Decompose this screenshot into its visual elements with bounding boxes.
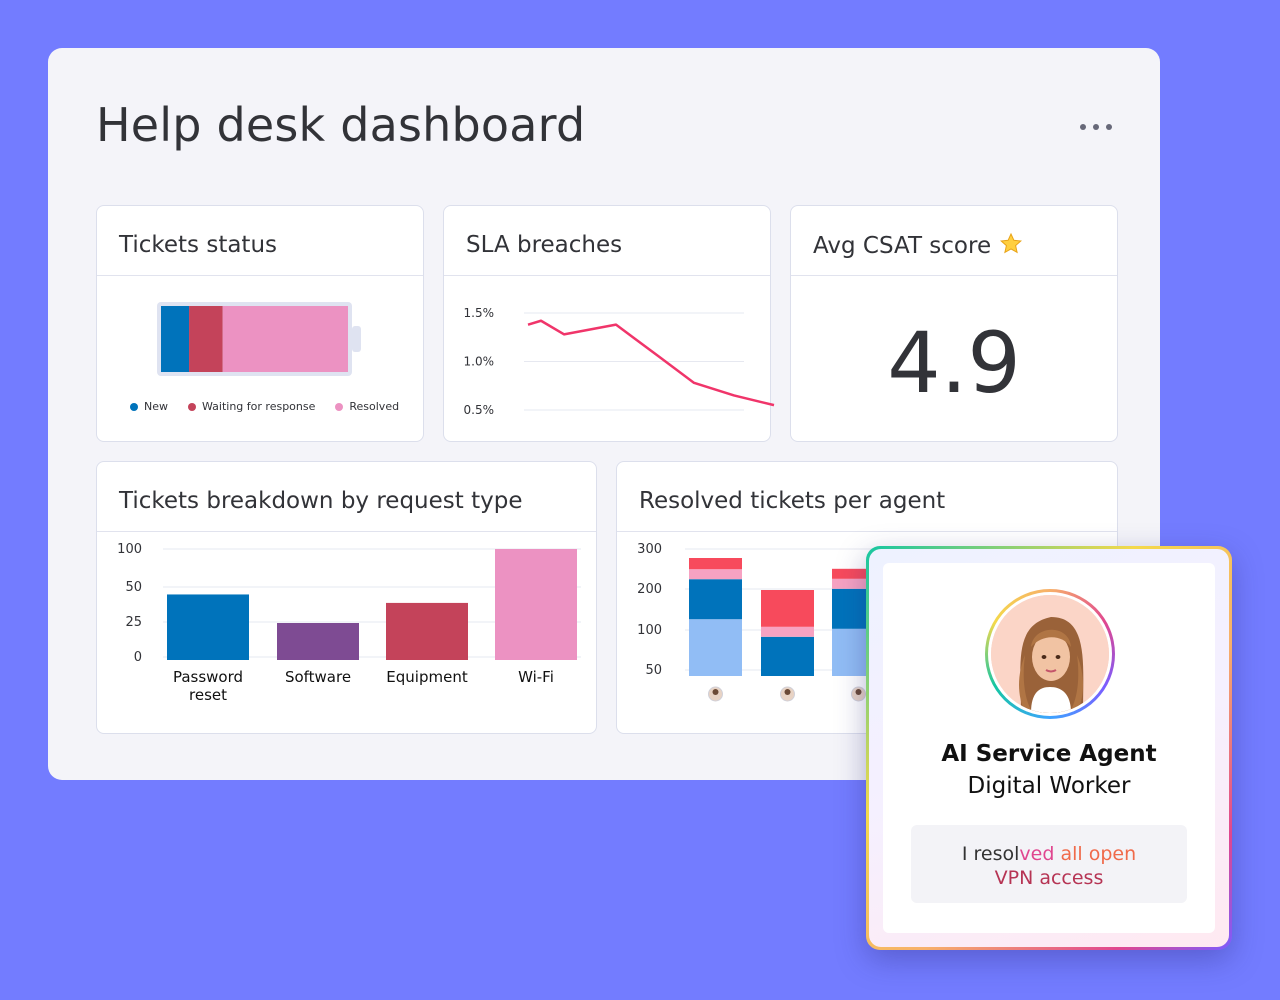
stacked-bar-segment <box>761 626 814 637</box>
agent-avatar-face <box>712 689 719 695</box>
card-title: Avg CSAT score <box>813 232 1024 259</box>
y-tick-label: 100 <box>637 623 662 638</box>
y-tick-label: 200 <box>637 582 662 597</box>
breakdown-card: Tickets breakdown by request type 100 50 2… <box>96 461 597 734</box>
x-tick-label: Equipment <box>386 668 468 686</box>
avatar-ring <box>985 589 1115 719</box>
more-options-icon[interactable] <box>1076 114 1116 140</box>
stacked-bar-segment <box>689 579 742 620</box>
sla-breaches-card: SLA breaches 1.5% 1.0% 0.5% <box>443 205 775 442</box>
dashboard-panel: Help desk dashboard Tickets status New W… <box>48 48 1160 780</box>
battery-segment-1 <box>189 306 223 372</box>
legend-item-waiting: Waiting for response <box>188 400 315 413</box>
csat-score-value: 4.9 <box>887 314 1021 412</box>
y-tick-label: 50 <box>645 663 662 678</box>
y-tick-label: 300 <box>637 542 662 557</box>
legend-item-new: New <box>130 400 168 413</box>
bar-1 <box>277 623 359 660</box>
tickets-status-battery-chart <box>157 302 361 376</box>
page-title: Help desk dashboard <box>96 98 586 152</box>
agent-avatar-face <box>784 689 791 695</box>
x-tick-label: Software <box>285 668 351 686</box>
agent-avatar-face <box>855 689 862 695</box>
sla-series-line <box>527 319 775 407</box>
x-tick-label: Password <box>173 668 243 686</box>
agent-name: AI Service Agent <box>941 741 1157 767</box>
battery-fill <box>161 306 348 372</box>
x-tick-label: Wi-Fi <box>518 668 554 686</box>
agent-message: I resolved all open VPN access <box>911 825 1187 903</box>
resolved-per-agent-bar-chart: 50 100 200 300 <box>637 542 1107 702</box>
stacked-bar-segment <box>832 578 885 589</box>
stacked-bar-segment <box>689 569 742 580</box>
battery-segment-2 <box>222 306 348 372</box>
bar-3 <box>495 549 577 660</box>
stacked-bar-segment <box>689 619 742 676</box>
stacked-bar-segment <box>689 558 742 570</box>
card-title: Resolved tickets per agent <box>639 488 946 514</box>
stacked-bar-segment <box>761 636 814 676</box>
star-icon <box>1000 232 1023 254</box>
y-tick-label: 1.5% <box>464 306 495 320</box>
card-title: Tickets status <box>119 232 278 258</box>
bar-0 <box>167 594 249 660</box>
battery-segment-0 <box>161 306 190 372</box>
ai-agent-card[interactable]: AI Service Agent Digital Worker I resolv… <box>866 546 1232 950</box>
x-tick-label: reset <box>189 686 227 704</box>
avatar <box>991 595 1109 713</box>
sla-line-chart: 1.5% 1.0% 0.5% <box>464 306 775 417</box>
bar-2 <box>386 602 468 660</box>
y-tick-label: 1.0% <box>464 355 495 369</box>
ai-agent-card-body: AI Service Agent Digital Worker I resolv… <box>883 563 1215 933</box>
card-title: Tickets breakdown by request type <box>119 488 523 514</box>
tickets-status-card: Tickets status New Waiting for response … <box>96 205 424 442</box>
y-tick-label: 0.5% <box>464 403 495 417</box>
battery-tip <box>352 326 361 352</box>
avg-csat-card: Avg CSAT score 4.9 <box>790 205 1118 442</box>
y-tick-label: 100 <box>117 542 142 557</box>
y-tick-label: 25 <box>125 615 142 630</box>
card-title: SLA breaches <box>466 232 623 258</box>
y-tick-label: 0 <box>134 650 142 665</box>
agent-role: Digital Worker <box>967 773 1131 799</box>
stacked-bar-segment <box>761 590 814 627</box>
legend-item-resolved: Resolved <box>335 400 399 413</box>
stacked-bar-segment <box>832 568 885 579</box>
y-tick-label: 50 <box>125 580 142 595</box>
tickets-status-legend: New Waiting for response Resolved <box>130 400 399 413</box>
